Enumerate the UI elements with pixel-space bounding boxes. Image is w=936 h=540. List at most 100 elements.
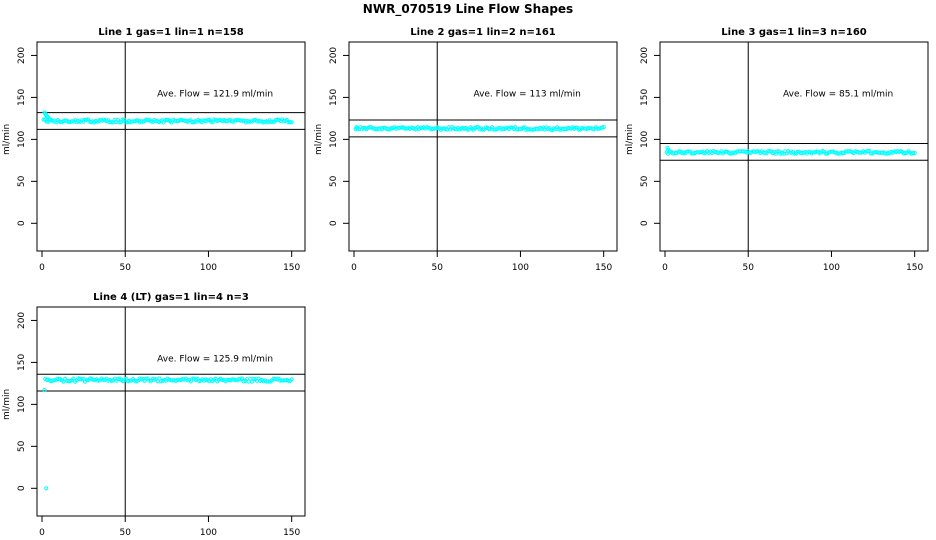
data-points [353, 125, 606, 132]
y-axis-label: ml/min [2, 124, 12, 155]
x-tick-label: 0 [662, 263, 668, 273]
x-tick-label: 0 [39, 528, 45, 538]
data-point [147, 378, 152, 383]
data-point [117, 120, 122, 125]
data-point [251, 376, 256, 382]
subplot-canvas: 0 50 100 150 0 50 100 150 200 ml/min Line 1 gas=1 … [2, 27, 306, 273]
ave-flow-annotation: Ave. Flow = 85.1 ml/min [783, 90, 893, 100]
x-tick-label: 50 [742, 263, 754, 273]
data-point [56, 376, 61, 382]
data-point [548, 127, 554, 132]
y-tick-label: 50 [17, 175, 27, 187]
y-tick-label: 150 [17, 89, 27, 106]
plot-box [659, 41, 929, 252]
data-point [911, 151, 916, 156]
data-point [840, 151, 845, 156]
figure-title: NWR_070519 Line Flow Shapes [362, 2, 574, 16]
data-point [775, 149, 780, 154]
y-tick-label: 50 [17, 440, 27, 452]
y-tick-label: 150 [329, 89, 339, 106]
subplot-title: Line 1 gas=1 lin=1 n=158 [98, 27, 244, 38]
data-point [289, 377, 294, 382]
y-tick-label: 50 [640, 175, 650, 187]
data-point [144, 376, 149, 381]
data-points [41, 110, 294, 125]
data-point [220, 377, 225, 382]
y-tick-label: 50 [329, 175, 339, 187]
y-tick-label: 0 [17, 220, 27, 226]
data-point [120, 117, 125, 122]
subplot-canvas: 0 50 100 150 0 50 100 150 200 ml/min Line 4 (LT) g… [2, 292, 306, 538]
data-point [289, 120, 294, 125]
y-tick-label: 150 [17, 354, 27, 371]
data-point [755, 149, 760, 154]
data-point [912, 150, 917, 156]
y-tick-label: 100 [17, 396, 27, 413]
data-point [96, 378, 101, 383]
data-point [41, 117, 46, 122]
data-point [42, 388, 47, 393]
data-point [44, 119, 49, 124]
y-tick-label: 150 [640, 89, 650, 106]
subplot-title: Line 4 (LT) gas=1 lin=4 n=3 [93, 292, 249, 303]
data-point [240, 118, 245, 123]
x-tick-label: 0 [39, 263, 45, 273]
data-points [664, 145, 917, 156]
data-point [270, 119, 275, 124]
data-points [42, 376, 294, 491]
data-point [903, 150, 908, 156]
x-tick-label: 150 [595, 263, 612, 273]
x-tick-label: 100 [200, 528, 217, 538]
y-tick-label: 100 [640, 131, 650, 148]
x-tick-label: 100 [200, 263, 217, 273]
x-tick-label: 50 [431, 263, 443, 273]
subplot-line-3: 0 50 100 150 0 50 100 150 200 ml/min Line 3 gas=1 … [623, 20, 936, 285]
data-point [573, 125, 578, 130]
x-tick-label: 50 [119, 263, 131, 273]
subplot-canvas: 0 50 100 150 0 50 100 150 200 ml/min Line 2 gas=1 … [314, 27, 618, 273]
data-point [127, 378, 132, 383]
x-tick-label: 0 [351, 263, 357, 273]
y-tick-label: 200 [640, 47, 650, 64]
y-tick-label: 200 [329, 47, 339, 64]
y-tick-label: 0 [17, 485, 27, 491]
x-tick-label: 100 [512, 263, 529, 273]
x-tick-label: 150 [283, 263, 300, 273]
data-point [139, 377, 144, 382]
data-point [288, 120, 293, 125]
plot-box [36, 306, 306, 517]
ave-flow-annotation: Ave. Flow = 121.9 ml/min [157, 90, 273, 100]
data-point [686, 149, 691, 154]
subplot-line-4: 0 50 100 150 0 50 100 150 200 ml/min Line 4 (LT) g… [0, 285, 313, 540]
data-point [109, 120, 114, 125]
data-point [79, 377, 84, 382]
ave-flow-annotation: Ave. Flow = 125.9 ml/min [157, 355, 273, 365]
x-tick-label: 50 [119, 528, 131, 538]
data-point [71, 376, 76, 381]
data-point [354, 125, 359, 130]
plot-box [36, 41, 306, 252]
y-tick-label: 100 [17, 131, 27, 148]
plot-box [348, 41, 618, 252]
subplot-title: Line 2 gas=1 lin=2 n=161 [410, 27, 556, 38]
data-point [601, 125, 606, 130]
data-point [665, 145, 670, 150]
subplot-canvas: 0 50 100 150 0 50 100 150 200 ml/min Line 3 gas=1 … [625, 27, 929, 273]
subplot-line-1: 0 50 100 150 0 50 100 150 200 ml/min Line 1 gas=1 … [0, 20, 313, 285]
data-point [474, 125, 479, 130]
data-point [47, 116, 52, 121]
x-tick-label: 100 [823, 263, 840, 273]
y-tick-label: 200 [17, 312, 27, 329]
subplot-title: Line 3 gas=1 lin=3 n=160 [721, 27, 867, 38]
y-tick-label: 200 [17, 47, 27, 64]
y-tick-label: 100 [329, 131, 339, 148]
y-axis-label: ml/min [625, 124, 635, 155]
y-axis-label: ml/min [2, 389, 12, 420]
data-point [44, 486, 49, 491]
data-point [190, 376, 195, 381]
data-point [666, 147, 671, 152]
ave-flow-annotation: Ave. Flow = 113 ml/min [473, 90, 580, 100]
y-axis-label: ml/min [314, 124, 324, 155]
x-tick-label: 150 [283, 528, 300, 538]
